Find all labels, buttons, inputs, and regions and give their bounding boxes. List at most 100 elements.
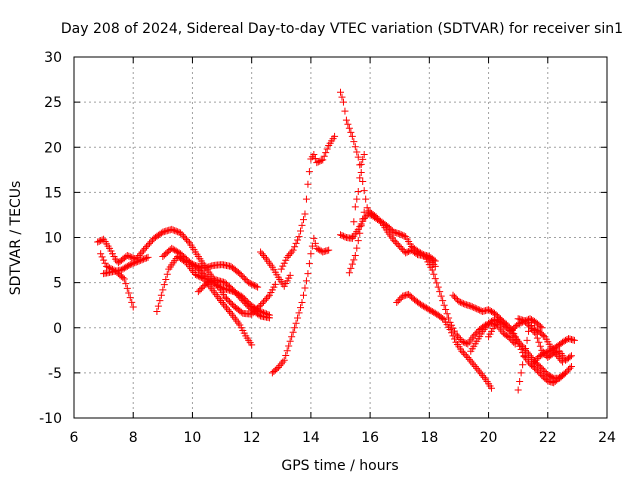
data-point <box>538 364 546 372</box>
data-point <box>351 143 359 151</box>
series-F <box>183 257 262 291</box>
data-point <box>311 155 319 163</box>
data-point <box>544 348 552 356</box>
data-point <box>519 361 527 369</box>
data-point <box>200 282 208 290</box>
data-point <box>391 238 399 246</box>
data-point <box>137 256 145 264</box>
data-point <box>181 234 189 242</box>
data-point <box>245 279 253 287</box>
data-point <box>532 356 540 364</box>
data-point <box>119 274 127 282</box>
data-point <box>119 265 127 273</box>
data-point <box>128 253 136 261</box>
data-point <box>439 314 447 322</box>
data-point <box>452 330 460 338</box>
data-point <box>283 253 291 261</box>
data-point <box>248 341 256 349</box>
data-point <box>449 324 457 332</box>
x-tick-label: 18 <box>420 430 438 446</box>
data-point <box>372 213 380 221</box>
x-tick-label: 12 <box>243 430 261 446</box>
data-point <box>519 349 527 357</box>
data-point <box>153 308 161 316</box>
data-point <box>292 319 300 327</box>
data-point <box>183 236 191 244</box>
data-point <box>144 253 152 261</box>
data-point <box>354 237 362 245</box>
data-point <box>458 299 466 307</box>
y-tick-label: 0 <box>53 321 62 337</box>
data-point <box>101 259 109 267</box>
x-tick-label: 20 <box>480 430 498 446</box>
data-point <box>525 350 533 358</box>
data-point <box>218 298 226 306</box>
data-point <box>541 349 549 357</box>
data-point <box>122 263 130 271</box>
data-point <box>160 281 168 289</box>
data-point <box>231 288 239 296</box>
data-point <box>95 237 103 245</box>
data-point <box>458 337 466 345</box>
data-point <box>418 301 426 309</box>
data-point <box>350 138 358 146</box>
data-point <box>154 302 162 310</box>
data-point <box>488 317 496 325</box>
data-point <box>530 358 538 366</box>
data-point <box>282 256 290 264</box>
data-point <box>431 275 439 283</box>
data-point <box>297 227 305 235</box>
data-point <box>547 346 555 354</box>
data-point <box>220 300 228 308</box>
data-point <box>539 350 547 358</box>
data-point <box>280 356 288 364</box>
data-point <box>276 362 284 370</box>
data-point <box>359 155 367 163</box>
data-point <box>257 248 265 256</box>
data-point <box>240 298 248 306</box>
data-point <box>452 294 460 302</box>
data-point <box>399 231 407 239</box>
data-point <box>566 353 574 361</box>
data-point <box>458 347 466 355</box>
data-point <box>237 271 245 279</box>
data-point <box>298 221 306 229</box>
data-point <box>168 225 176 233</box>
data-point <box>233 290 241 298</box>
data-point <box>304 180 312 188</box>
data-point <box>286 337 294 345</box>
data-point <box>288 333 296 341</box>
data-point <box>234 292 242 300</box>
data-point <box>237 295 245 303</box>
data-point <box>396 295 404 303</box>
data-point <box>282 352 290 360</box>
y-tick-label: 5 <box>53 276 62 292</box>
x-tick-label: 24 <box>598 430 616 446</box>
series-H <box>257 248 294 290</box>
data-point <box>194 288 202 296</box>
data-point <box>295 309 303 317</box>
data-point <box>354 187 362 195</box>
data-point <box>174 248 182 256</box>
data-point <box>339 232 347 240</box>
data-point <box>286 271 294 279</box>
data-point <box>348 132 356 140</box>
data-point <box>356 174 364 182</box>
data-point <box>125 252 133 260</box>
data-point <box>341 233 349 241</box>
data-point <box>353 244 361 252</box>
data-point <box>156 297 164 305</box>
data-point <box>252 282 260 290</box>
data-point <box>419 302 427 310</box>
data-point <box>470 361 478 369</box>
data-point <box>125 261 133 269</box>
data-point <box>462 352 470 360</box>
data-point <box>532 330 540 338</box>
data-point <box>459 349 467 357</box>
data-point <box>325 246 333 254</box>
data-point <box>144 241 152 249</box>
data-point <box>522 345 530 353</box>
data-point <box>225 308 233 316</box>
y-tick-label: -10 <box>39 411 62 427</box>
data-point <box>314 158 322 166</box>
